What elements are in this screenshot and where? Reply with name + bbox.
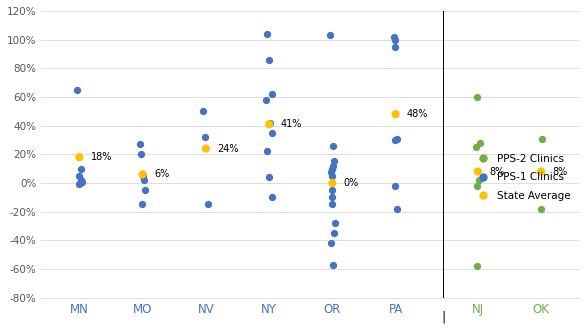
Point [76, 177, 86, 183]
Point [473, 169, 482, 174]
Point [201, 146, 210, 151]
Point [264, 57, 274, 62]
Text: 24%: 24% [217, 143, 239, 154]
Point [204, 202, 213, 207]
Point [475, 177, 484, 183]
Text: 0%: 0% [344, 178, 359, 188]
Point [537, 206, 546, 212]
Point [326, 240, 336, 246]
Point [390, 34, 399, 39]
Legend: PPS-2 Clinics, PPS-1 Clinics, State Average: PPS-2 Clinics, PPS-1 Clinics, State Aver… [469, 151, 574, 204]
Point [140, 188, 149, 193]
Point [392, 136, 401, 141]
Text: |: | [441, 311, 445, 323]
State Average [74, 155, 84, 160]
Point [328, 173, 337, 178]
Point [391, 183, 400, 189]
Text: 6%: 6% [154, 169, 169, 179]
Point [328, 166, 337, 171]
Point [391, 37, 400, 42]
Point [135, 141, 145, 147]
Point [393, 206, 402, 212]
Text: 8%: 8% [489, 166, 505, 176]
Point [328, 262, 338, 267]
Point [261, 97, 271, 102]
Point [137, 202, 146, 207]
Point [329, 159, 339, 164]
Point [391, 112, 400, 117]
Point [329, 231, 339, 236]
Text: 48%: 48% [407, 109, 428, 119]
Point [536, 169, 546, 174]
Point [473, 183, 482, 189]
Point [263, 149, 272, 154]
Point [328, 195, 337, 200]
Point [199, 109, 208, 114]
Point [78, 179, 87, 184]
Point [138, 172, 147, 177]
Point [265, 120, 274, 125]
Point [265, 175, 274, 180]
Point [390, 137, 400, 142]
Point [75, 180, 84, 186]
Text: 8%: 8% [553, 166, 568, 176]
PPS-1 Clinics [72, 87, 81, 92]
Point [330, 220, 339, 226]
Point [74, 173, 84, 178]
Point [537, 136, 547, 141]
Point [390, 44, 400, 49]
Point [74, 182, 84, 187]
Point [328, 143, 337, 148]
Point [471, 144, 481, 150]
Point [267, 195, 277, 200]
Point [328, 180, 337, 186]
Point [139, 177, 148, 183]
Point [138, 173, 147, 178]
Point [329, 163, 338, 168]
Text: 18%: 18% [91, 152, 112, 162]
PPS-2 Clinics [473, 94, 482, 100]
Point [476, 140, 485, 145]
Point [473, 264, 482, 269]
Point [263, 31, 272, 37]
Point [264, 121, 274, 127]
Point [327, 202, 336, 207]
Text: 41%: 41% [281, 119, 302, 129]
Point [76, 166, 86, 171]
Point [267, 91, 277, 97]
Point [325, 33, 335, 38]
Point [267, 130, 277, 136]
Point [327, 188, 336, 193]
Point [200, 135, 209, 140]
Point [326, 169, 335, 174]
Point [137, 152, 146, 157]
